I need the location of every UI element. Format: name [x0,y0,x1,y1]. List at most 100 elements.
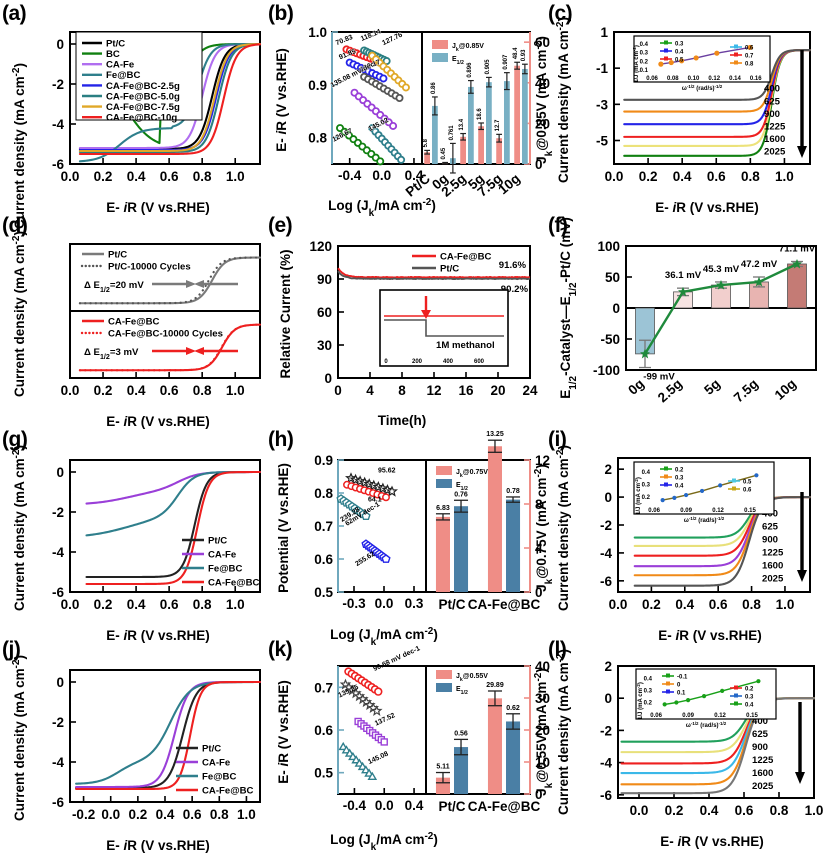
svg-text:0.2: 0.2 [642,597,661,612]
svg-text:CA-Fe@BC-10g: CA-Fe@BC-10g [106,113,177,124]
svg-text:0.86: 0.86 [431,82,437,94]
svg-text:0.0: 0.0 [605,169,624,184]
curve-Fe@BC [76,682,260,784]
panel-label-e: (e) [268,214,292,238]
svg-text:Jk@0.55V: Jk@0.55V [456,673,488,683]
svg-text:0.10: 0.10 [688,76,700,82]
svg-text:0.4: 0.4 [156,807,175,822]
svg-text:2025: 2025 [752,781,774,792]
svg-text:0.2: 0.2 [94,383,113,398]
svg-text:-5: -5 [596,133,608,148]
svg-text:0.0: 0.0 [375,798,394,813]
tafel-marker [381,739,387,745]
svg-text:CA-Fe@BC-7.5g: CA-Fe@BC-7.5g [106,102,180,113]
svg-text:1.0: 1.0 [775,169,794,184]
svg-text:0.761: 0.761 [449,125,455,141]
svg-text:0.4: 0.4 [127,597,146,612]
svg-text:-0.4: -0.4 [343,798,367,813]
svg-text:12.7: 12.7 [495,119,501,131]
tafel-marker [390,123,396,129]
svg-text:Current density (mA cm-2): Current density (mA cm-2) [11,63,28,229]
svg-text:0.15: 0.15 [746,713,758,719]
svg-text:1600: 1600 [752,768,773,779]
svg-text:E1/2: E1/2 [456,686,468,696]
svg-text:2: 2 [604,659,612,674]
svg-text:96.68 mV dec-1: 96.68 mV dec-1 [372,645,421,673]
svg-text:2025: 2025 [764,147,786,158]
svg-text:0: 0 [612,301,620,316]
svg-text:-4: -4 [600,756,612,771]
svg-text:5.8: 5.8 [423,138,429,147]
svg-text:-3: -3 [596,97,608,112]
svg-text:-6: -6 [600,788,612,803]
svg-text:0: 0 [56,465,64,480]
svg-text:1.0: 1.0 [308,25,327,40]
svg-text:CA-Fe@BC-2.5g: CA-Fe@BC-2.5g [106,81,180,92]
svg-text:13.4: 13.4 [459,118,465,130]
svg-text:Pt/C: Pt/C [106,38,125,49]
svg-text:95.62: 95.62 [378,468,396,475]
svg-text:-4: -4 [52,117,64,132]
svg-text:0: 0 [56,37,64,52]
svg-text:0.9: 0.9 [314,453,333,468]
svg-text:0.6: 0.6 [160,383,179,398]
svg-text:0.93: 0.93 [521,49,527,61]
svg-text:0.0: 0.0 [101,807,120,822]
svg-text:0.0: 0.0 [609,597,628,612]
svg-text:E1/2-Catalyst—E1/2-Pt/C (mV): E1/2-Catalyst—E1/2-Pt/C (mV) [558,217,579,399]
svg-text:0.6: 0.6 [709,597,728,612]
svg-text:0.2: 0.2 [128,807,147,822]
svg-text:0.2: 0.2 [94,169,113,184]
svg-text:4: 4 [366,383,374,398]
svg-text:0: 0 [604,490,612,505]
svg-text:0.4: 0.4 [700,803,719,818]
svg-text:10g: 10g [772,376,799,403]
svg-text:6.83: 6.83 [436,505,450,512]
svg-text:30: 30 [317,338,332,353]
svg-text:Δ E1/2=20 mV: Δ E1/2=20 mV [84,280,144,294]
svg-text:0.905: 0.905 [485,59,491,75]
svg-text:255.62: 255.62 [354,551,376,568]
svg-text:-50: -50 [600,332,620,347]
svg-text:-2: -2 [600,723,612,738]
svg-text:0.2: 0.2 [665,803,684,818]
svg-text:0.8: 0.8 [308,131,327,146]
svg-text:0.6: 0.6 [745,46,754,52]
svg-text:0.0: 0.0 [372,168,391,183]
svg-text:625: 625 [764,96,781,107]
svg-text:CA-Fe@BC-10000 Cycles: CA-Fe@BC-10000 Cycles [108,328,223,339]
svg-text:-1: -1 [596,61,608,76]
svg-text:-0.3: -0.3 [342,596,366,611]
panel-l-inset [636,669,776,719]
svg-text:50: 50 [605,270,620,285]
svg-text:900: 900 [764,109,780,120]
svg-text:625: 625 [762,522,779,533]
panel-label-d: (d) [2,214,27,238]
tafel-marker [398,157,404,163]
svg-text:0.8: 0.8 [741,169,760,184]
panel-a-plot: 0.0 0.2 0.4 0.6 0.8 1.0 0 -2 -4 -6 Pt/C BC CA-Fe Fe@B… [8,14,276,214]
svg-text:0.6: 0.6 [707,169,726,184]
svg-text:Log (Jk/mA cm-2): Log (Jk/mA cm-2) [328,197,436,219]
svg-text:0.2: 0.2 [640,59,649,65]
curve-CA-Fe [87,472,260,504]
svg-text:Relative Current (%): Relative Current (%) [278,249,293,378]
svg-text:CA-Fe: CA-Fe [202,757,230,768]
svg-text:CA-Fe@BC: CA-Fe@BC [208,577,260,588]
svg-text:900: 900 [762,535,778,546]
svg-text:Fe@BC: Fe@BC [208,563,242,574]
svg-text:0.4: 0.4 [675,484,684,490]
svg-text:91.6%: 91.6% [499,260,527,271]
svg-text:29.89: 29.89 [486,682,504,689]
svg-text:Current density (mA cm-2): Current density (mA cm-2) [555,649,572,815]
svg-text:E- iR (V vs.RHE): E- iR (V vs.RHE) [106,414,210,429]
svg-text:12: 12 [426,383,441,398]
svg-text:-6: -6 [52,157,64,172]
panel-label-k: (k) [268,638,292,662]
svg-text:1225: 1225 [762,548,784,559]
svg-text:E- iR (V vs.RHE): E- iR (V vs.RHE) [276,680,291,784]
svg-text:48.4: 48.4 [513,47,519,59]
svg-text:0.12: 0.12 [708,76,720,82]
svg-text:-6: -6 [52,585,64,600]
svg-text:-2: -2 [52,505,64,520]
